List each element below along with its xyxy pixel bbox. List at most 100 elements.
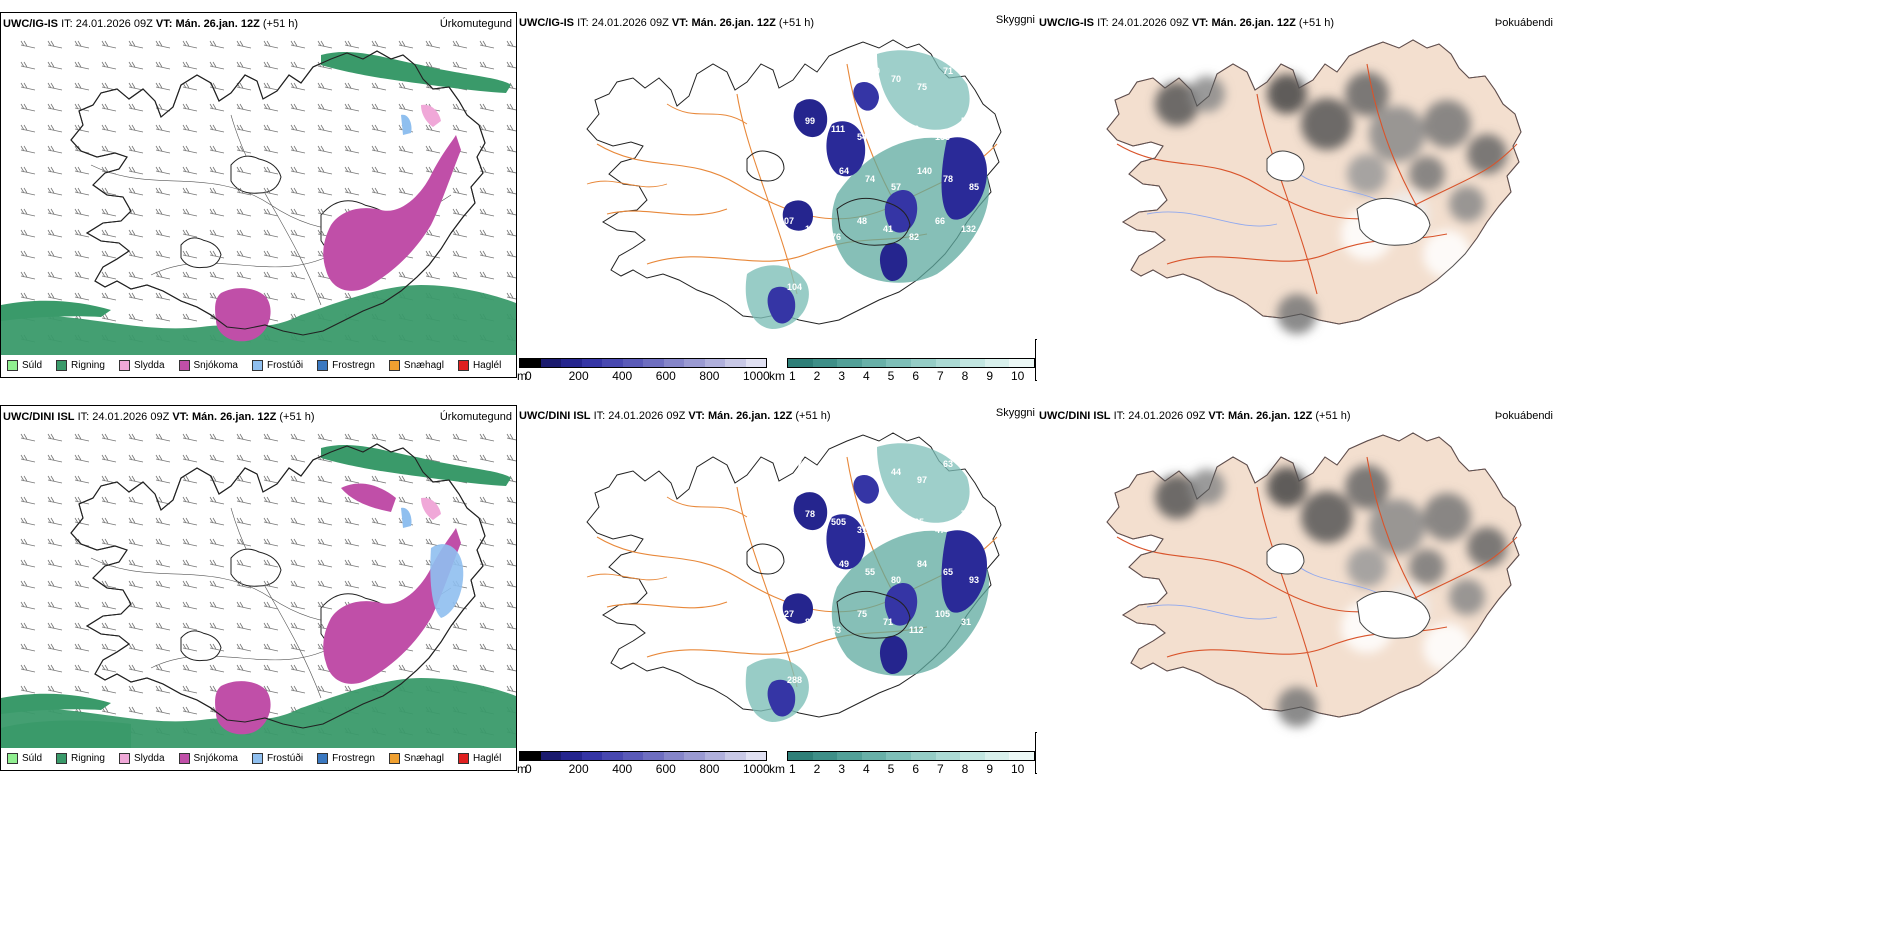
visibility-value-label: 75 (917, 82, 927, 92)
colorbar-tick: 6 (912, 369, 920, 382)
it-label: IT: (593, 410, 606, 422)
colorbar-tick: 2 (813, 762, 821, 775)
legend-item: Haglél (457, 360, 502, 371)
vt-label: VT: (172, 411, 189, 423)
precip-map (1, 40, 516, 355)
model-name: UWC/DINI ISL (519, 410, 591, 422)
vt-label: VT: (671, 17, 689, 29)
visibility-value-label: 93 (969, 575, 979, 585)
colorbar-tick: 600 (655, 369, 676, 382)
colorbar-unit: m (517, 369, 527, 382)
colorbar-tick: 200 (568, 762, 589, 775)
colorbar-tick: 0 (525, 762, 532, 775)
legend-label: Frostregn (332, 360, 375, 371)
legend-item: Frostregn (317, 753, 375, 764)
init-time: 24.01.2026 09Z (1111, 17, 1189, 29)
visibility-value-label: 71 (883, 617, 893, 627)
visibility-panel-row1: UWC/IG-IS IT: 24.01.2026 09Z VT: Mán. 26… (517, 12, 1037, 382)
visibility-value-label: 153 (839, 667, 854, 677)
colorbar-tick: 2 (813, 369, 821, 382)
visibility-value-label: 82 (909, 232, 919, 242)
visibility-value-label: 57 (891, 182, 901, 192)
colorbar-tick: 1000 (743, 369, 770, 382)
init-time: 24.01.2026 09Z (608, 410, 686, 422)
legend-item: Snjókoma (178, 360, 238, 371)
visibility-value-label: 105 (935, 609, 950, 619)
visibility-value-label: 77 (839, 82, 849, 92)
colorbar-tick: 7 (937, 762, 944, 775)
visibility-value-label: 70 (891, 74, 901, 84)
visibility-value-label: 156 (779, 525, 794, 535)
colorbar-tick: 200 (568, 369, 589, 382)
visibility-value-label: 66 (935, 216, 945, 226)
legend-label: Snæhagl (403, 360, 444, 371)
colorbar-unit: km (769, 762, 785, 775)
precip-header-row2: UWC/DINI ISL IT: 24.01.2026 09Z VT: Mán.… (3, 411, 315, 423)
visibility-ticks: km 1 2 3 4 5 6 7 8 9 10 (769, 367, 1037, 382)
visibility-value-label: 245 (813, 182, 828, 192)
colorbar-unit: km (769, 369, 785, 382)
colorbar-tick: 10 (1011, 762, 1025, 775)
visibility-value-label: 156 (935, 132, 950, 142)
colorbar-tick: 8 (961, 762, 969, 775)
vt-label: VT: (155, 18, 173, 30)
it-label: IT: (1113, 410, 1126, 422)
cloudbase-ticks: m 0 200 400 600 800 1000 (517, 367, 777, 382)
vt-label: VT: (1208, 410, 1225, 422)
visibility-value-label: 100 (813, 467, 828, 477)
legend-swatch (178, 753, 190, 764)
visibility-value-label: 44 (891, 467, 901, 477)
legend-item: Snjókoma (178, 753, 238, 764)
visibility-map: 137 100 81 80 44 97 63 66 156 78 505 319 86 265 47 70 97… (586, 432, 1002, 722)
fog-legend: 0 60 (1035, 732, 1037, 774)
legend-item: Frostregn (317, 360, 375, 371)
legend-label: Snjókoma (193, 360, 238, 371)
valid-time: Mán. 26.jan. 12Z (191, 411, 277, 423)
it-label: IT: (1097, 17, 1109, 29)
visibility-panel-row2: UWC/DINI ISL IT: 24.01.2026 09Z VT: Mán.… (517, 405, 1037, 775)
visibility-title: Skyggni (995, 14, 1035, 26)
visibility-value-label: 85 (969, 182, 979, 192)
visibility-value-label: 56 (909, 124, 919, 134)
lead-time: (+51 h) (778, 17, 815, 29)
cloudbase-colorbar (519, 358, 767, 368)
visibility-value-label: 41 (883, 224, 893, 234)
visibility-value-label: 100 (865, 66, 880, 76)
legend-label: Haglél (472, 753, 502, 764)
visibility-value-label: 107 (779, 216, 794, 226)
model-name: UWC/IG-IS (1039, 17, 1094, 29)
legend-item: Súld (7, 753, 42, 764)
legend-label: Slydda (133, 360, 165, 371)
visibility-value-label: 65 (943, 567, 953, 577)
visibility-value-label: 48 (857, 216, 867, 226)
valid-time: Mán. 26.jan. 12Z (707, 410, 793, 422)
colorbar-tick: 1 (789, 762, 796, 775)
colorbar-tick: 9 (986, 762, 994, 775)
legend-swatch (56, 360, 68, 371)
precip-title: Úrkomutegund (439, 411, 512, 423)
model-name: UWC/IG-IS (519, 17, 574, 29)
valid-time: Mán. 26.jan. 12Z (691, 17, 776, 29)
lead-time: (+51 h) (1298, 17, 1335, 29)
legend-item: Súld (7, 360, 42, 371)
lead-time: (+51 h) (1315, 410, 1351, 422)
visibility-value-label: 140 (917, 166, 932, 176)
legend-swatch (457, 753, 469, 764)
visibility-header-row1: UWC/IG-IS IT: 24.01.2026 09Z VT: Mán. 26… (519, 17, 814, 29)
legend-swatch (317, 360, 329, 371)
visibility-value-label: 977 (787, 567, 802, 577)
legend-item: Slydda (118, 753, 165, 764)
legend-label: Snæhagl (403, 753, 444, 764)
legend-label: Snjókoma (193, 753, 238, 764)
legend-item: Haglél (457, 753, 502, 764)
colorbar-tick: 400 (612, 762, 633, 775)
precip-legend: Súld Rigning Slydda Snjókoma Frostúði Frostre… (7, 753, 501, 764)
visibility-value-label: 78 (943, 174, 953, 184)
init-time: 24.01.2026 09Z (75, 18, 153, 30)
visibility-value-label: 86 (883, 509, 893, 519)
legend-label: Haglél (472, 360, 502, 371)
legend-swatch (388, 753, 400, 764)
visibility-value-label: 75 (883, 116, 893, 126)
model-name: UWC/DINI ISL (3, 411, 75, 423)
vt-label: VT: (1191, 17, 1209, 29)
